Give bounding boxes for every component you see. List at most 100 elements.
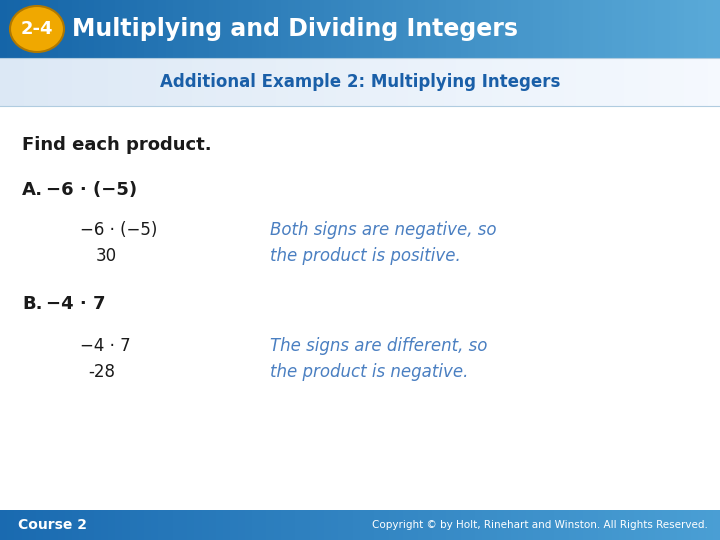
Bar <box>672 58 685 106</box>
Bar <box>619 0 627 58</box>
Bar <box>677 0 685 58</box>
Bar <box>516 58 529 106</box>
Bar <box>590 510 598 540</box>
Bar <box>482 510 490 540</box>
Bar <box>480 58 493 106</box>
Bar <box>7 510 15 540</box>
Bar <box>65 510 73 540</box>
Bar <box>158 510 166 540</box>
Bar <box>300 58 313 106</box>
Bar <box>492 58 505 106</box>
Bar <box>554 0 562 58</box>
Bar <box>576 58 589 106</box>
Bar <box>115 510 123 540</box>
Bar <box>456 58 469 106</box>
Bar <box>12 58 25 106</box>
Bar <box>624 58 637 106</box>
Bar <box>562 0 570 58</box>
Bar <box>22 0 30 58</box>
Bar <box>612 510 620 540</box>
Bar <box>43 510 51 540</box>
Bar <box>288 0 296 58</box>
Bar <box>670 510 678 540</box>
Bar <box>626 0 634 58</box>
Bar <box>144 58 157 106</box>
Bar <box>444 58 457 106</box>
Bar <box>396 58 409 106</box>
Bar <box>576 510 584 540</box>
Bar <box>706 510 714 540</box>
Bar <box>696 58 709 106</box>
Bar <box>137 0 145 58</box>
Bar <box>336 58 349 106</box>
Bar <box>504 510 512 540</box>
Bar <box>72 58 85 106</box>
Bar <box>598 510 606 540</box>
Bar <box>655 510 663 540</box>
Bar <box>132 58 145 106</box>
Bar <box>533 510 541 540</box>
Bar <box>223 0 231 58</box>
Bar <box>7 0 15 58</box>
Bar <box>130 510 138 540</box>
Bar <box>600 58 613 106</box>
Bar <box>137 510 145 540</box>
Bar <box>526 0 534 58</box>
Bar <box>96 58 109 106</box>
Bar <box>209 510 217 540</box>
Bar <box>274 0 282 58</box>
Bar <box>302 510 310 540</box>
Bar <box>156 58 169 106</box>
Bar <box>108 0 116 58</box>
Bar <box>338 0 346 58</box>
Bar <box>540 58 553 106</box>
Bar <box>187 510 195 540</box>
Text: Course 2: Course 2 <box>18 518 87 532</box>
Bar <box>281 0 289 58</box>
Bar <box>252 510 260 540</box>
Bar <box>353 0 361 58</box>
Bar <box>216 0 224 58</box>
Bar <box>590 0 598 58</box>
Bar <box>706 0 714 58</box>
Bar <box>511 0 519 58</box>
Bar <box>295 0 303 58</box>
Bar <box>108 58 121 106</box>
Bar <box>94 510 102 540</box>
Bar <box>439 510 447 540</box>
Bar <box>310 0 318 58</box>
Bar <box>684 58 697 106</box>
Bar <box>504 58 517 106</box>
Bar <box>324 0 332 58</box>
Bar <box>583 0 591 58</box>
Bar <box>240 58 253 106</box>
Bar <box>454 0 462 58</box>
Text: 2-4: 2-4 <box>21 20 53 38</box>
Bar <box>0 0 8 58</box>
Bar <box>144 510 152 540</box>
Bar <box>396 510 404 540</box>
Text: −6 · (−5): −6 · (−5) <box>80 221 158 239</box>
Bar <box>641 0 649 58</box>
Bar <box>403 510 411 540</box>
Bar <box>302 0 310 58</box>
Bar <box>605 510 613 540</box>
Bar <box>48 58 61 106</box>
Bar <box>482 0 490 58</box>
Bar <box>698 0 706 58</box>
Bar <box>50 510 58 540</box>
Bar <box>245 0 253 58</box>
Bar <box>636 58 649 106</box>
Text: −4 · 7: −4 · 7 <box>46 295 106 313</box>
Bar <box>396 0 404 58</box>
Bar <box>86 0 94 58</box>
Bar <box>194 510 202 540</box>
Bar <box>634 510 642 540</box>
Bar <box>317 510 325 540</box>
Bar <box>276 58 289 106</box>
Bar <box>454 510 462 540</box>
Bar <box>216 58 229 106</box>
Bar <box>554 510 562 540</box>
Bar <box>72 510 80 540</box>
Bar <box>497 510 505 540</box>
